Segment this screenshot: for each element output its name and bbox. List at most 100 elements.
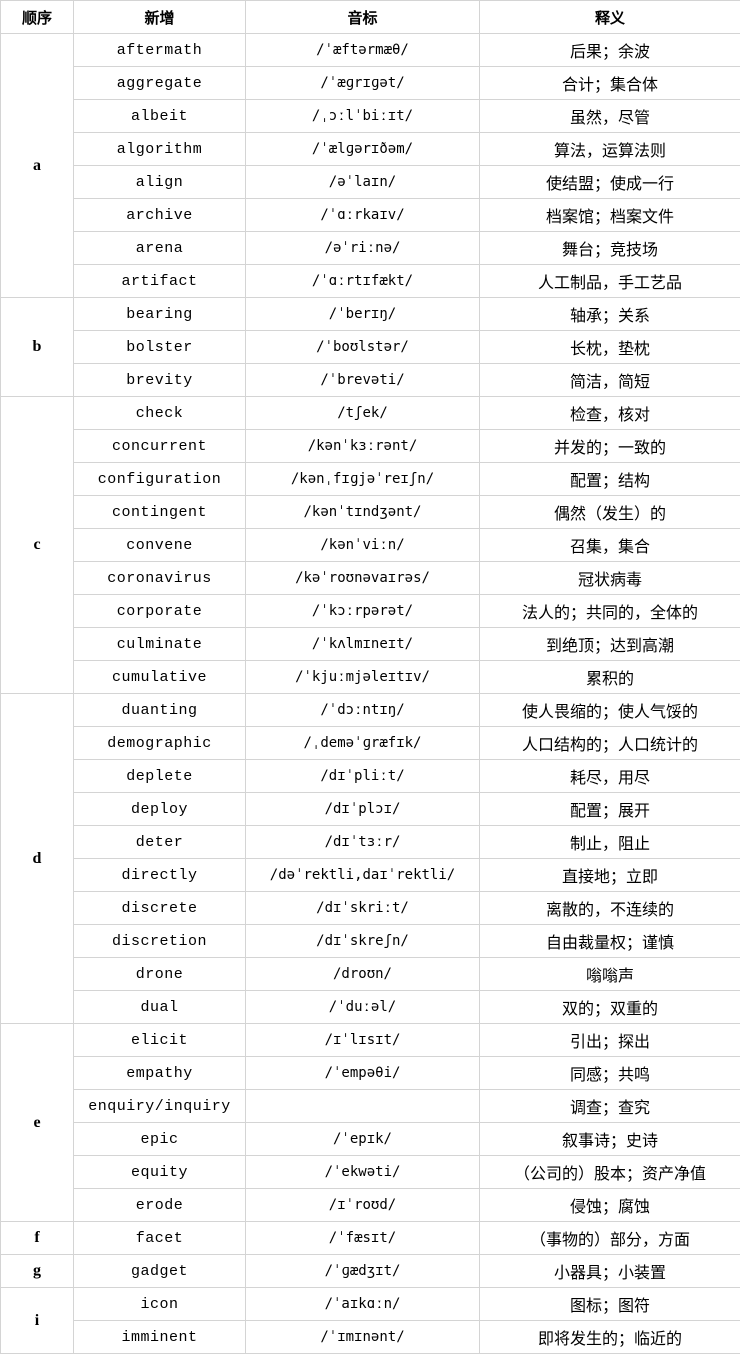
meaning-cell: 图标；图符 (479, 1287, 740, 1321)
meaning-cell: 小器具；小装置 (479, 1254, 740, 1288)
meaning-cell: 耗尽，用尽 (479, 759, 740, 793)
group-letter: f (0, 1221, 74, 1255)
word-cell: deplete (73, 759, 246, 793)
meaning-cell: 直接地；立即 (479, 858, 740, 892)
meaning-cell: 配置；展开 (479, 792, 740, 826)
group-letter: c (0, 396, 74, 694)
word-cell: deter (73, 825, 246, 859)
ipa-cell: /ˈælɡərɪðəm/ (245, 132, 480, 166)
table-row: equity/ˈekwəti/（公司的）股本；资产净值 (1, 1155, 740, 1189)
word-cell: concurrent (73, 429, 246, 463)
ipa-cell: /ˈbrevəti/ (245, 363, 480, 397)
word-cell: corporate (73, 594, 246, 628)
word-cell: archive (73, 198, 246, 232)
meaning-cell: 使结盟；使成一行 (479, 165, 740, 199)
table-row: bolster/ˈboʊlstər/长枕，垫枕 (1, 330, 740, 364)
table-row: brevity/ˈbrevəti/简洁，简短 (1, 363, 740, 397)
ipa-cell: /dɪˈtɜːr/ (245, 825, 480, 859)
word-cell: bearing (73, 297, 246, 331)
meaning-cell: 使人畏缩的；使人气馁的 (479, 693, 740, 727)
word-cell: elicit (73, 1023, 246, 1057)
header-meaning: 释义 (479, 0, 740, 34)
header-ipa: 音标 (245, 0, 480, 34)
meaning-cell: 侵蚀；腐蚀 (479, 1188, 740, 1222)
meaning-cell: 算法，运算法则 (479, 132, 740, 166)
table-row: g gadget/ˈɡædʒɪt/小器具；小装置 (0, 1254, 740, 1288)
meaning-cell: 离散的，不连续的 (479, 891, 740, 925)
table-row: algorithm/ˈælɡərɪðəm/算法，运算法则 (1, 132, 740, 166)
word-cell: enquiry/inquiry (73, 1089, 246, 1123)
table-row: enquiry/inquiry 调查；查究 (1, 1089, 740, 1123)
ipa-cell: /droʊn/ (245, 957, 480, 991)
word-cell: brevity (73, 363, 246, 397)
ipa-cell: /ˈkjuːmjəleɪtɪv/ (245, 660, 480, 694)
word-cell: demographic (73, 726, 246, 760)
meaning-cell: 调查；查究 (479, 1089, 740, 1123)
table-row: cumulative/ˈkjuːmjəleɪtɪv/累积的 (1, 660, 740, 694)
table-row: drone/droʊn/嗡嗡声 (1, 957, 740, 991)
table-row: arena/əˈriːnə/舞台；竞技场 (1, 231, 740, 265)
ipa-cell: /ɪˈlɪsɪt/ (245, 1023, 480, 1057)
header-row: 顺序 新增 音标 释义 (0, 0, 740, 34)
word-cell: equity (73, 1155, 246, 1189)
meaning-cell: （事物的）部分，方面 (479, 1221, 740, 1255)
meaning-cell: 即将发生的；临近的 (479, 1320, 740, 1354)
table-row: empathy/ˈempəθi/同感；共鸣 (1, 1056, 740, 1090)
word-cell: configuration (73, 462, 246, 496)
meaning-cell: 舞台；竞技场 (479, 231, 740, 265)
meaning-cell: 法人的；共同的，全体的 (479, 594, 740, 628)
meaning-cell: 偶然（发生）的 (479, 495, 740, 529)
group-letter: g (0, 1254, 74, 1288)
ipa-cell: /dəˈrektli,daɪˈrektli/ (245, 858, 480, 892)
table-row: deploy/dɪˈplɔɪ/配置；展开 (1, 792, 740, 826)
table-row: albeit/ˌɔːlˈbiːɪt/虽然，尽管 (1, 99, 740, 133)
table-row: e elicit/ɪˈlɪsɪt/引出；探出 (0, 1023, 740, 1222)
group-letter: a (0, 33, 74, 298)
header-word: 新增 (73, 0, 246, 34)
table-row: d duanting/ˈdɔːntɪŋ/使人畏缩的；使人气馁的 (0, 693, 740, 1024)
meaning-cell: 双的；双重的 (479, 990, 740, 1024)
ipa-cell: /dɪˈskreʃn/ (245, 924, 480, 958)
word-cell: facet (73, 1221, 246, 1255)
ipa-cell: /ɪˈroʊd/ (245, 1188, 480, 1222)
meaning-cell: 制止，阻止 (479, 825, 740, 859)
table-row: contingent/kənˈtɪndʒənt/偶然（发生）的 (1, 495, 740, 529)
table-row: i icon/ˈaɪkɑːn/图标；图符 (0, 1287, 740, 1354)
table-row: a aftermath/ˈæftərmæθ/后果；余波 (0, 33, 740, 298)
meaning-cell: 轴承；关系 (479, 297, 740, 331)
ipa-cell: /ˈkɔːrpərət/ (245, 594, 480, 628)
ipa-cell: /ˈekwəti/ (245, 1155, 480, 1189)
word-cell: empathy (73, 1056, 246, 1090)
word-cell: icon (73, 1287, 246, 1321)
word-cell: gadget (73, 1254, 246, 1288)
meaning-cell: 嗡嗡声 (479, 957, 740, 991)
ipa-cell: /dɪˈplɔɪ/ (245, 792, 480, 826)
ipa-cell: /kənˈviːn/ (245, 528, 480, 562)
ipa-cell: /ˈempəθi/ (245, 1056, 480, 1090)
ipa-cell: /ˈfæsɪt/ (245, 1221, 480, 1255)
ipa-cell (245, 1089, 480, 1123)
ipa-cell: /tʃek/ (245, 396, 480, 430)
word-cell: deploy (73, 792, 246, 826)
table-row: deter/dɪˈtɜːr/制止，阻止 (1, 825, 740, 859)
table-row: discrete/dɪˈskriːt/离散的，不连续的 (1, 891, 740, 925)
meaning-cell: 到绝顶；达到高潮 (479, 627, 740, 661)
table-row: erode/ɪˈroʊd/侵蚀；腐蚀 (1, 1188, 740, 1222)
word-cell: discrete (73, 891, 246, 925)
table-row: align/əˈlaɪn/使结盟；使成一行 (1, 165, 740, 199)
table-row: f facet/ˈfæsɪt/（事物的）部分，方面 (0, 1221, 740, 1255)
meaning-cell: 合计；集合体 (479, 66, 740, 100)
word-cell: epic (73, 1122, 246, 1156)
ipa-cell: /kənˈtɪndʒənt/ (245, 495, 480, 529)
ipa-cell: /kənˌfɪɡjəˈreɪʃn/ (245, 462, 480, 496)
meaning-cell: 后果；余波 (479, 33, 740, 67)
ipa-cell: /ˈkʌlmɪneɪt/ (245, 627, 480, 661)
word-cell: aftermath (73, 33, 246, 67)
ipa-cell: /kənˈkɜːrənt/ (245, 429, 480, 463)
ipa-cell: /ˈɑːrkaɪv/ (245, 198, 480, 232)
word-cell: culminate (73, 627, 246, 661)
ipa-cell: /dɪˈskriːt/ (245, 891, 480, 925)
table-row: configuration/kənˌfɪɡjəˈreɪʃn/配置；结构 (1, 462, 740, 496)
meaning-cell: 同感；共鸣 (479, 1056, 740, 1090)
word-cell: check (73, 396, 246, 430)
